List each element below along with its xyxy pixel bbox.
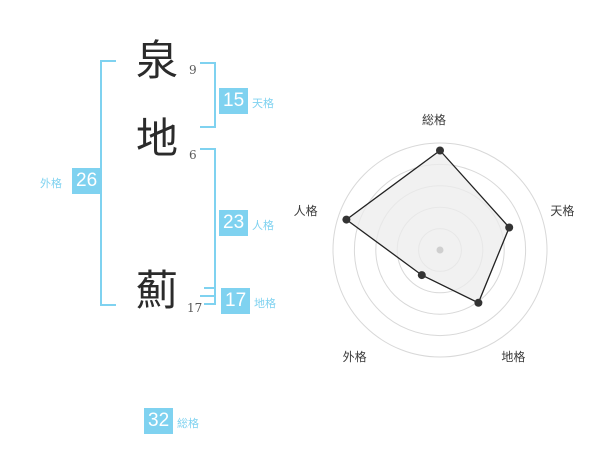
kanji-character-2: 地 xyxy=(135,114,178,163)
badge-tenkaku-label: 天格 xyxy=(252,97,274,110)
radar-axis-label: 外格 xyxy=(342,349,367,364)
badge-chikaku-value: 17 xyxy=(221,288,251,314)
badge-gaikaku-value: 26 xyxy=(72,168,102,194)
radar-grid-ring xyxy=(332,142,548,358)
radar-data-point xyxy=(417,271,426,280)
badge-gaikaku-label: 外格 xyxy=(40,177,62,190)
bracket-gaikaku xyxy=(100,60,116,306)
bracket-tenkaku xyxy=(200,62,216,128)
radar-data-point xyxy=(436,146,444,155)
badge-chikaku-label: 地格 xyxy=(254,297,276,310)
radar-data-polygon xyxy=(345,149,510,304)
stroke-count-1: 9 xyxy=(189,63,197,77)
radar-axis-label: 人格 xyxy=(293,203,318,218)
stroke-count-2: 6 xyxy=(189,148,197,162)
bracket-chikaku xyxy=(204,287,216,305)
radar-axis-label: 地格 xyxy=(501,349,526,364)
badge-soukaku-label: 総格 xyxy=(177,417,199,430)
radar-center-dot xyxy=(436,246,444,254)
radar-axis-label: 天格 xyxy=(550,203,575,218)
kanji-character-3: 薊 xyxy=(135,266,178,315)
radar-axis-label: 総格 xyxy=(422,113,447,127)
badge-jinkaku-value: 23 xyxy=(219,210,249,236)
stroke-count-3: 17 xyxy=(187,301,203,315)
radar-chart-svg xyxy=(332,142,548,358)
radar-chart: 総格天格地格 外格 人格 xyxy=(294,110,600,375)
bracket-jinkaku xyxy=(200,148,216,297)
badge-jinkaku-label: 人格 xyxy=(252,219,274,232)
badge-soukaku-value: 32 xyxy=(144,408,174,434)
radar-data-point xyxy=(474,298,483,307)
kanji-character-1: 泉 xyxy=(135,36,178,85)
radar-data-point xyxy=(505,223,514,232)
radar-data-point xyxy=(342,215,351,224)
badge-tenkaku-value: 15 xyxy=(219,88,249,114)
